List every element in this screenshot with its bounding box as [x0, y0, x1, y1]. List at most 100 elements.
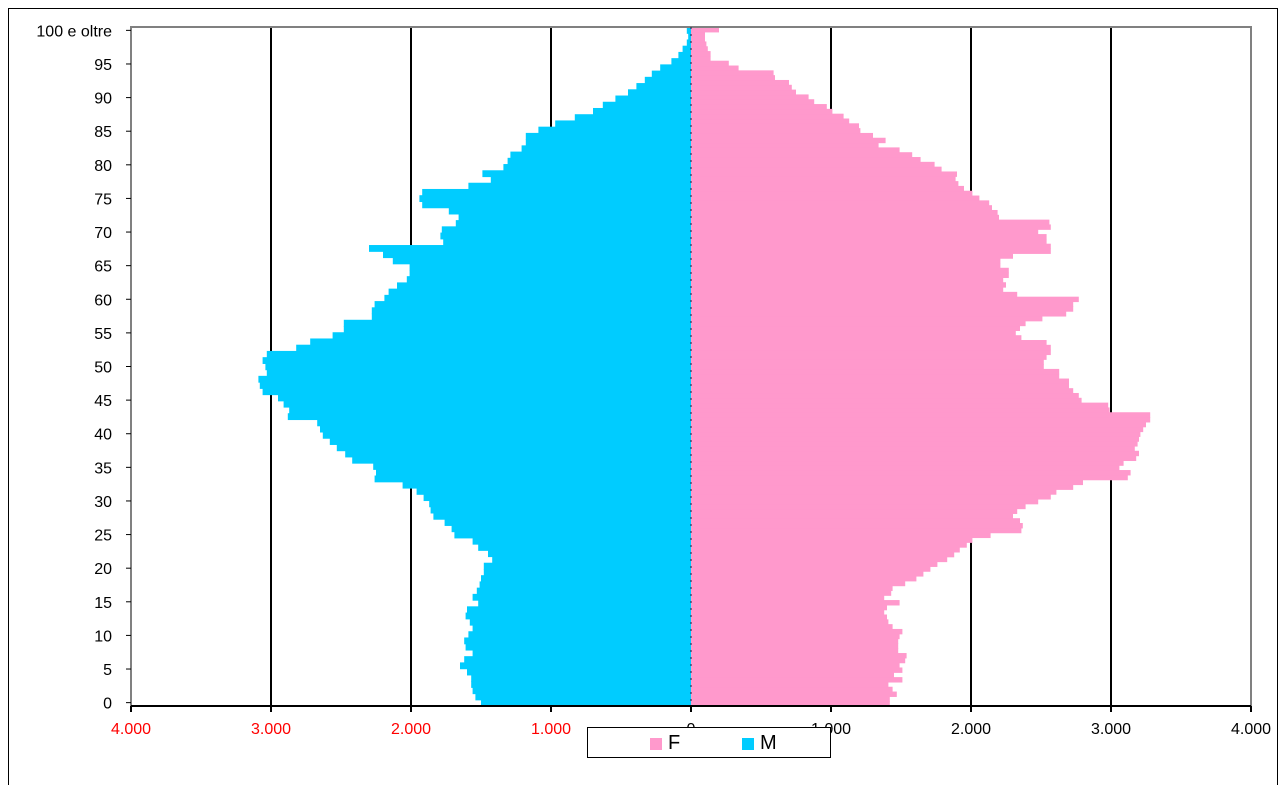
bar-f: [691, 503, 1026, 510]
x-tick-label: 3.000: [251, 721, 291, 738]
bar-f: [691, 484, 1074, 490]
bar-f: [691, 65, 739, 71]
bar-f: [691, 624, 893, 630]
bar-m: [374, 475, 691, 483]
y-tick-label: 95: [94, 57, 112, 74]
x-tick-label: 4.000: [1231, 721, 1271, 738]
bar-f: [691, 470, 1131, 476]
bar-m: [310, 338, 691, 346]
bar-m: [422, 201, 691, 209]
bar-f: [691, 243, 1051, 250]
bar-f: [691, 691, 897, 697]
bar-f: [691, 397, 1082, 404]
bar-m: [471, 681, 691, 688]
bar-f: [691, 455, 1137, 462]
bar-m: [266, 369, 691, 377]
x-tick-labels: 4.0003.0002.0001.00001.0002.0003.0004.00…: [111, 721, 1271, 738]
bar-m: [481, 699, 691, 707]
legend-item-m: M: [742, 732, 777, 755]
bar-m: [678, 51, 691, 59]
bar-m: [422, 188, 691, 196]
bar-m: [472, 537, 691, 545]
bar-f: [691, 181, 959, 187]
bar-m: [266, 350, 691, 358]
bar-f: [691, 364, 1044, 370]
bar-m: [262, 357, 691, 364]
bar-m: [472, 593, 691, 601]
legend-label-f: F: [668, 732, 681, 754]
bar-m: [373, 463, 691, 470]
bar-f: [691, 441, 1138, 447]
bar-f: [691, 359, 1044, 365]
bar-f: [691, 128, 861, 134]
y-tick-label: 100 e oltre: [36, 23, 112, 40]
bar-f: [691, 643, 899, 649]
bar-f: [691, 523, 1023, 529]
y-tick-label: 10: [94, 628, 112, 645]
bar-f: [691, 258, 1001, 264]
bar-m: [416, 487, 691, 495]
bar-m: [574, 114, 691, 122]
bar-m: [460, 662, 691, 670]
bar-m: [628, 89, 691, 97]
bar-f: [691, 677, 903, 683]
bar-m: [322, 431, 691, 439]
bar-m: [479, 581, 691, 589]
bar-m: [371, 307, 691, 315]
y-tick-label: 45: [94, 393, 112, 410]
bar-m: [444, 519, 691, 526]
bar-f: [691, 253, 1013, 259]
bar-f: [691, 653, 907, 659]
bar-f: [691, 648, 899, 654]
x-tick-label: 3.000: [1091, 721, 1131, 738]
bar-f: [691, 234, 1047, 240]
bar-m: [465, 612, 691, 620]
x-tick-label: 1.000: [531, 721, 571, 738]
bar-m: [454, 531, 691, 539]
x-tick-label: 2.000: [391, 721, 431, 738]
bar-f: [691, 383, 1069, 389]
bar-f: [691, 36, 705, 43]
bar-f: [691, 392, 1079, 399]
bar-f: [691, 465, 1120, 471]
bar-m: [492, 556, 691, 564]
bar-f: [691, 547, 960, 553]
bar-f: [691, 320, 1026, 327]
series-m-bars: [258, 27, 691, 707]
bar-f: [691, 248, 1051, 254]
bar-f: [691, 421, 1146, 428]
bar-m: [317, 419, 691, 427]
bar-f: [691, 41, 707, 47]
bar-m: [409, 263, 691, 271]
bar-m: [352, 456, 691, 464]
bar-m: [651, 70, 691, 78]
bar-f: [691, 542, 967, 548]
legend: F M: [587, 727, 831, 758]
bar-f: [691, 479, 1083, 486]
bar-f: [691, 301, 1074, 307]
bar-f: [691, 171, 957, 177]
bar-f: [691, 166, 942, 173]
bar-f: [691, 123, 859, 129]
bar-m: [615, 95, 691, 103]
bar-m: [465, 643, 691, 651]
bar-m: [455, 220, 691, 227]
y-tick-label: 65: [94, 259, 112, 276]
bar-m: [429, 500, 691, 508]
y-tick-label: 30: [94, 494, 112, 511]
bar-m: [433, 512, 691, 520]
bar-m: [451, 525, 691, 533]
bar-m: [503, 164, 691, 171]
bar-f: [691, 508, 1018, 514]
bar-m: [258, 375, 691, 383]
bar-m: [419, 195, 691, 203]
bar-f: [691, 527, 1022, 534]
bar-f: [691, 79, 789, 86]
bar-f: [691, 575, 917, 582]
y-tick-label: 70: [94, 225, 112, 242]
bar-f: [691, 373, 1060, 380]
bar-f: [691, 195, 980, 201]
bar-m: [538, 126, 691, 134]
bar-f: [691, 498, 1039, 505]
